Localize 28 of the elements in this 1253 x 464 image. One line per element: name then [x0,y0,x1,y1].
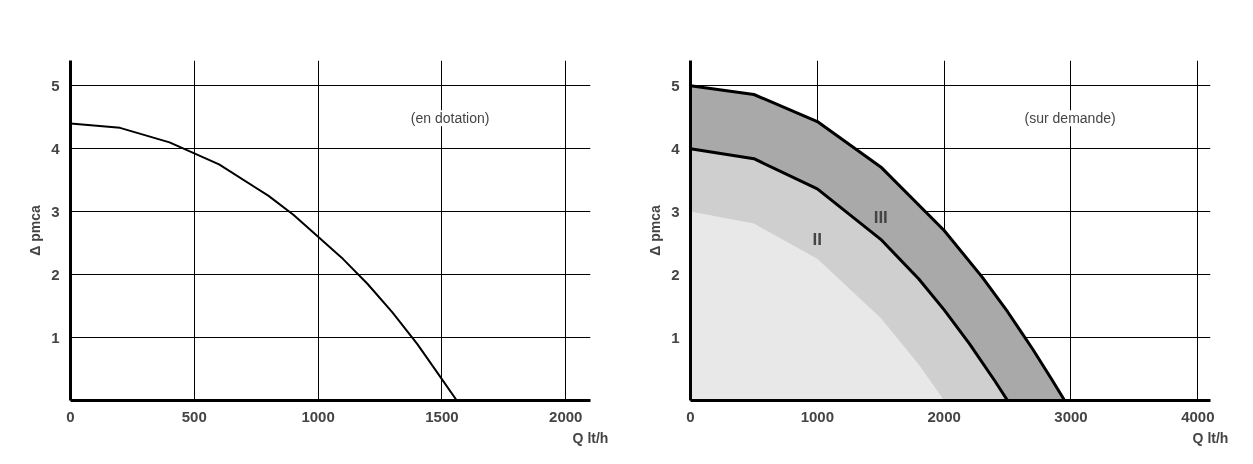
x-tick-label: 0 [66,407,75,425]
y-tick-label: 1 [671,328,680,346]
x-tick-label: 3000 [1054,407,1088,425]
annotation: (sur demande) [1024,110,1116,127]
y-tick-label: 5 [51,76,60,94]
y-tick-label: 2 [51,265,60,283]
y-tick-label: 2 [671,265,680,283]
x-tick-label: 0 [686,407,695,425]
series-label: II [812,229,823,249]
x-axis-title: Q lt/h [572,429,609,446]
x-tick-label: 1500 [425,407,459,425]
x-axis-title: Q lt/h [1192,429,1229,446]
y-tick-label: 3 [671,202,680,220]
x-tick-label: 500 [181,407,207,425]
series-label: III [873,207,888,227]
x-tick-label: 4000 [1181,407,1215,425]
y-tick-label: 4 [671,139,681,157]
y-tick-label: 3 [51,202,60,220]
y-tick-label: 5 [671,76,680,94]
x-tick-label: 1000 [800,407,835,425]
x-tick-label: 1000 [301,407,335,425]
y-axis-title: Δ pmca [27,205,44,256]
y-tick-label: 1 [51,328,60,346]
y-axis-title: Δ pmca [647,205,664,256]
y-tick-label: 4 [51,139,61,157]
annotation: (en dotation) [410,110,490,127]
x-tick-label: 2000 [927,407,961,425]
x-tick-label: 2000 [549,407,583,425]
